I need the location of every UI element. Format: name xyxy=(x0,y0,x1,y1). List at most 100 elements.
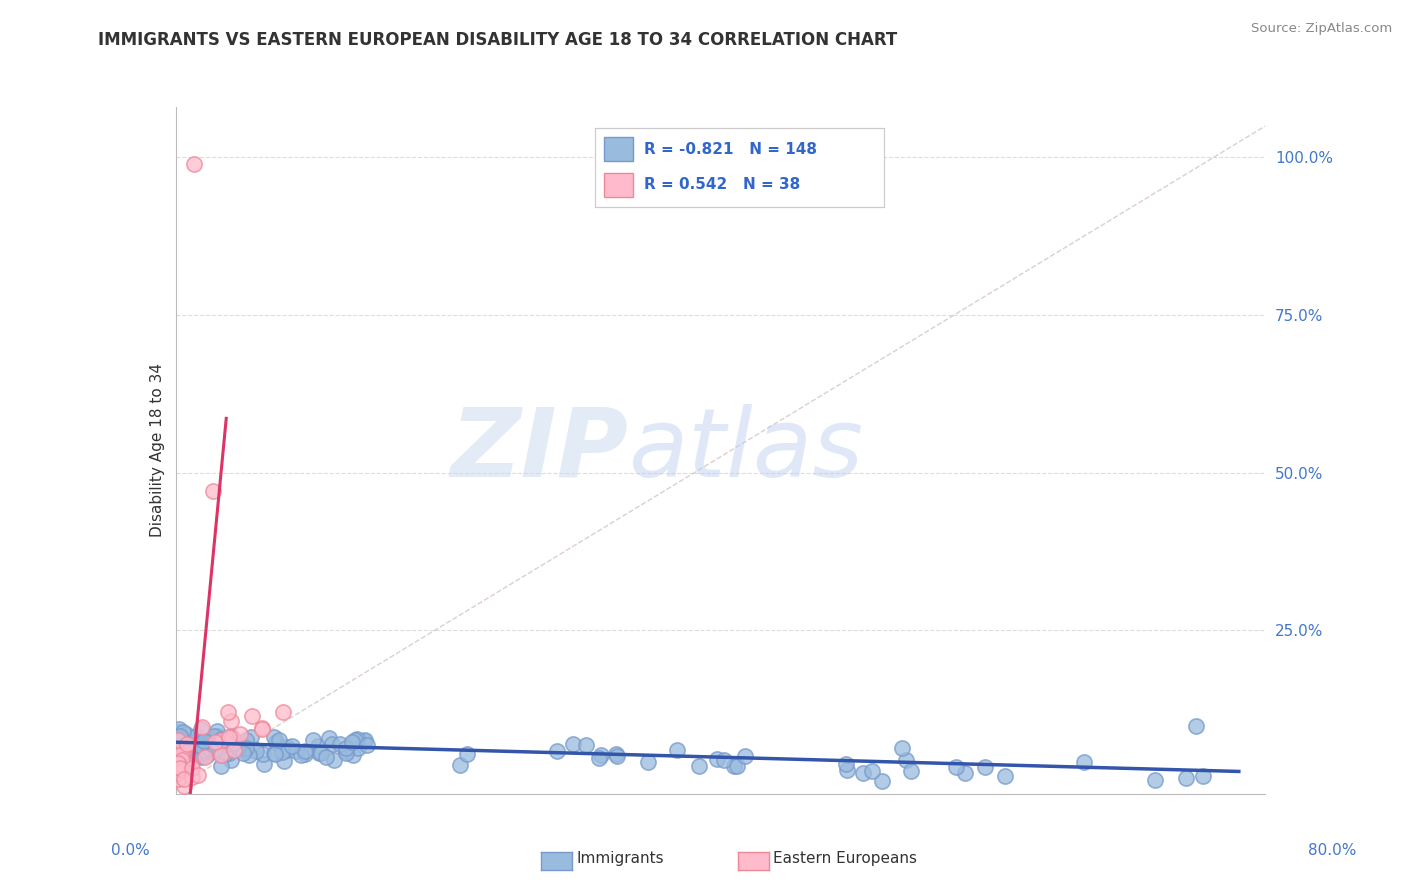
Point xyxy=(200,739,222,753)
Point xyxy=(264,747,287,761)
Point xyxy=(207,735,229,749)
Point xyxy=(183,157,205,171)
Text: IMMIGRANTS VS EASTERN EUROPEAN DISABILITY AGE 18 TO 34 CORRELATION CHART: IMMIGRANTS VS EASTERN EUROPEAN DISABILIT… xyxy=(98,31,897,49)
Point xyxy=(219,729,242,743)
Point xyxy=(167,772,190,786)
Point xyxy=(242,742,264,756)
Point xyxy=(606,749,628,764)
Point xyxy=(264,735,287,749)
Point xyxy=(205,724,228,739)
Point xyxy=(177,747,200,761)
Point xyxy=(176,737,198,751)
Point xyxy=(209,747,232,762)
Point xyxy=(184,737,207,751)
Point xyxy=(209,759,232,773)
Point xyxy=(167,733,190,747)
Point xyxy=(204,742,226,756)
Point xyxy=(329,738,352,752)
Text: 80.0%: 80.0% xyxy=(1309,843,1357,858)
Point xyxy=(356,738,378,752)
Point xyxy=(953,766,976,780)
Point xyxy=(253,757,276,772)
Point xyxy=(209,731,232,746)
Point xyxy=(605,747,627,762)
Point xyxy=(214,733,236,747)
Point xyxy=(575,738,598,752)
Point xyxy=(546,744,568,758)
Point xyxy=(263,731,285,745)
Point xyxy=(208,741,231,756)
Point xyxy=(294,744,316,758)
Point xyxy=(176,734,198,748)
Point xyxy=(172,753,194,767)
Point xyxy=(238,748,260,763)
Point xyxy=(226,740,249,755)
Point xyxy=(222,743,245,757)
Point xyxy=(309,746,332,760)
Point xyxy=(276,739,298,754)
Point xyxy=(190,722,212,736)
Point xyxy=(194,741,217,756)
Point xyxy=(172,763,194,777)
Point xyxy=(167,764,190,778)
Point xyxy=(181,761,204,775)
Point xyxy=(354,733,377,747)
Point xyxy=(172,732,194,747)
Text: Source: ZipAtlas.com: Source: ZipAtlas.com xyxy=(1251,22,1392,36)
Point xyxy=(224,736,246,750)
Point xyxy=(177,740,200,755)
Point xyxy=(172,732,194,747)
Point xyxy=(167,756,190,771)
Point xyxy=(167,750,190,764)
Point xyxy=(170,747,193,761)
Point xyxy=(307,739,329,754)
Point xyxy=(725,759,748,773)
Point xyxy=(894,753,917,767)
Point xyxy=(315,749,337,764)
Point xyxy=(217,705,239,719)
Point xyxy=(186,739,208,754)
Point xyxy=(214,747,236,761)
Point xyxy=(193,740,215,755)
Point xyxy=(177,743,200,757)
Point xyxy=(308,746,330,760)
Point xyxy=(860,764,883,778)
Point xyxy=(734,749,756,764)
Point xyxy=(186,729,208,743)
Point xyxy=(170,743,193,757)
Point xyxy=(186,739,208,753)
Point xyxy=(173,739,195,754)
Point xyxy=(688,759,710,773)
Point xyxy=(852,766,875,780)
Point xyxy=(172,753,194,767)
Point xyxy=(191,720,214,734)
Point xyxy=(204,735,226,749)
Point xyxy=(198,745,221,759)
Point xyxy=(290,748,312,763)
Point xyxy=(713,754,735,768)
Point xyxy=(169,729,191,743)
Point xyxy=(193,733,215,747)
Point xyxy=(1143,772,1166,787)
Point xyxy=(173,744,195,758)
Point xyxy=(218,733,240,747)
Point xyxy=(218,731,240,745)
Point xyxy=(232,746,254,760)
Point xyxy=(294,747,316,761)
Point xyxy=(167,756,190,770)
Point xyxy=(200,743,222,757)
Point xyxy=(335,741,357,756)
Point xyxy=(456,747,478,761)
Point xyxy=(1175,772,1198,786)
Point xyxy=(202,739,225,753)
Point xyxy=(706,752,728,766)
Point xyxy=(187,745,209,759)
Point xyxy=(221,731,243,746)
Point xyxy=(194,739,217,754)
Point xyxy=(346,731,368,746)
Text: Immigrants: Immigrants xyxy=(576,851,664,865)
Point xyxy=(994,768,1017,782)
Point xyxy=(201,484,224,499)
Point xyxy=(167,743,190,757)
Point xyxy=(245,744,267,758)
